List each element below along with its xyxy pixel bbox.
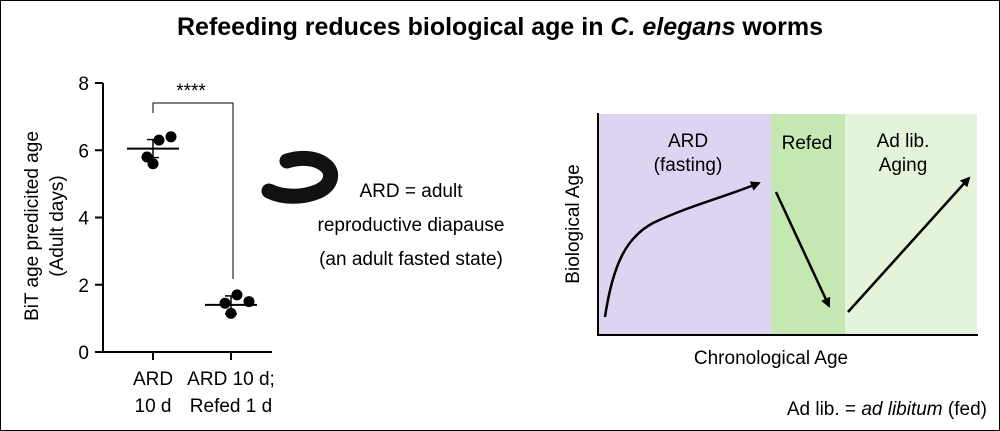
y-tick-label: 2 bbox=[78, 276, 89, 297]
phase-refed-region bbox=[771, 114, 845, 335]
phase-ard-region bbox=[599, 114, 771, 335]
footnote: Ad lib. = ad libitum (fed) bbox=[787, 399, 987, 421]
phase-refed-label: Refed bbox=[782, 133, 833, 154]
y-tick-label: 0 bbox=[78, 343, 89, 364]
x-tick-label-line2: 10 d bbox=[135, 396, 172, 417]
significance-stars: **** bbox=[176, 81, 206, 102]
y-tick-label: 6 bbox=[78, 141, 89, 162]
title-species: C. elegans bbox=[610, 13, 736, 41]
data-point bbox=[231, 289, 243, 301]
y-tick-label: 8 bbox=[78, 74, 89, 95]
phase-adlib-sublabel: Aging bbox=[879, 155, 928, 176]
worm-icon bbox=[261, 150, 339, 204]
trend-arrow-aging bbox=[847, 176, 971, 313]
legend-line-3: (an adult fasted state) bbox=[319, 249, 503, 270]
trend-arrow-fasting bbox=[603, 181, 761, 318]
x-tick-label: ARD bbox=[133, 369, 173, 390]
legend-line-2: reproductive diapause bbox=[318, 215, 505, 236]
data-point bbox=[165, 131, 177, 143]
x-tick-label: ARD 10 d; bbox=[187, 369, 275, 390]
footnote-term: ad libitum bbox=[861, 399, 943, 420]
phase-adlib-label: Ad lib. bbox=[877, 131, 930, 152]
y-axis-label-unit: (Adult days) bbox=[47, 175, 68, 276]
scatter-plot: BiT age predicited age (Adult days) 0 2 4 6… bbox=[22, 74, 275, 417]
data-point bbox=[153, 134, 165, 146]
figure-title: Refeeding reduces biological age in C. e… bbox=[1, 13, 999, 42]
legend-line-1: ARD = adult bbox=[360, 181, 464, 202]
title-prefix: Refeeding reduces biological age in bbox=[176, 13, 611, 41]
significance-bracket bbox=[152, 102, 234, 279]
phase-adlib-region bbox=[845, 114, 977, 335]
schematic-y-label: Biological Age bbox=[563, 164, 584, 283]
footnote-suffix: (fed) bbox=[942, 399, 987, 420]
phase-ard-sublabel: (fasting) bbox=[654, 155, 723, 176]
title-suffix: worms bbox=[735, 13, 824, 41]
footnote-prefix: Ad lib. = bbox=[786, 399, 862, 420]
data-point bbox=[225, 307, 237, 319]
schematic-plot: ARD (fasting) Refed Ad lib. Aging Biolog… bbox=[563, 113, 978, 369]
schematic-x-label: Chronological Age bbox=[694, 348, 848, 369]
x-tick-label-line2: Refed 1 d bbox=[190, 396, 272, 417]
y-tick-label: 4 bbox=[78, 209, 89, 230]
data-point bbox=[219, 297, 231, 309]
data-point bbox=[147, 158, 159, 170]
trend-arrow-refed bbox=[774, 191, 831, 308]
data-point bbox=[243, 296, 255, 308]
y-axis-label: BiT age predicited age bbox=[22, 131, 43, 321]
phase-ard-label: ARD bbox=[668, 131, 708, 152]
